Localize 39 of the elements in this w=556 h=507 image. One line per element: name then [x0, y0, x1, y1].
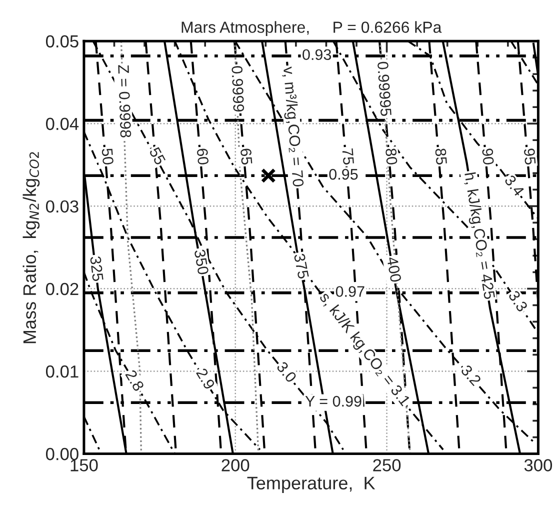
annotation: 0.9999	[232, 66, 244, 112]
x-tick-label: 200	[222, 459, 250, 472]
x-axis-title: Temperature, K	[247, 476, 376, 494]
annotation: 3.2	[460, 364, 482, 386]
annotation: 2.9	[196, 368, 216, 390]
annotation: 3.4	[504, 174, 525, 197]
annotation: 0.99995	[377, 62, 392, 116]
annotation: 50	[102, 148, 114, 165]
annotation: 0.93	[302, 49, 332, 60]
annotation: 75	[342, 148, 354, 165]
y-tick-label: 0.05	[46, 35, 78, 48]
x-tick-label: 150	[70, 459, 98, 472]
y-axis-title: Mass Ratio, kg$_{N2}$/kg$_{CO2}$	[22, 152, 40, 344]
y-tick-label: 0.00	[46, 448, 78, 460]
annotation: 3.0	[276, 360, 298, 384]
annotation: v, m³/kg,CO₂ = 70	[280, 66, 304, 188]
annotation: 325	[90, 256, 104, 282]
annotation: 80	[385, 148, 398, 165]
x-tick-label: 250	[373, 459, 401, 472]
annotation: 60	[196, 148, 209, 165]
annotation: 2.8	[125, 369, 144, 392]
annotation: 95	[524, 148, 536, 165]
y-tick-label: 0.02	[46, 282, 78, 296]
y-tick-label: 0.03	[46, 200, 78, 213]
annotation: 55	[148, 146, 166, 166]
annotation: 90	[482, 148, 494, 165]
y-tick-label: 0.04	[46, 118, 79, 130]
annotation: Z = 0.9998	[118, 64, 132, 138]
annotation: 65	[240, 148, 252, 165]
annotation: 375	[294, 253, 310, 280]
chart-title: Mars Atmosphere, P = 0.6266 kPa	[182, 21, 442, 36]
annotation: 400	[386, 256, 402, 282]
annotation: 3.3	[508, 290, 528, 312]
annotation: 350	[194, 249, 209, 275]
annotation: h, kJ/kg,CO₂ = 425	[462, 172, 496, 300]
y-tick-label: 0.01	[46, 365, 78, 378]
x-tick-label: 300	[524, 459, 552, 472]
annotation: 85	[435, 148, 448, 165]
annotation: 0.95	[329, 168, 358, 180]
